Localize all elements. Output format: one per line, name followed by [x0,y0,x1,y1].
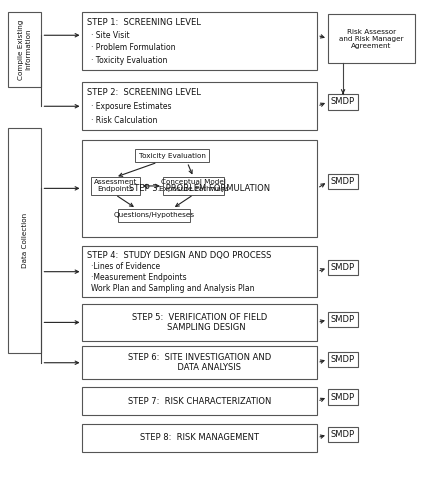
Text: SMDP: SMDP [331,263,355,272]
Text: STEP 5:  VERIFICATION OF FIELD
     SAMPLING DESIGN: STEP 5: VERIFICATION OF FIELD SAMPLING D… [132,313,267,332]
Bar [82,387,317,415]
Bar [118,209,190,222]
Text: STEP 7:  RISK CHARACTERIZATION: STEP 7: RISK CHARACTERIZATION [128,397,272,406]
Text: Data Collection: Data Collection [22,213,27,268]
Text: SMDP: SMDP [331,177,355,186]
Text: · Toxicity Evaluation: · Toxicity Evaluation [91,56,168,65]
Text: STEP 6:  SITE INVESTIGATION AND
       DATA ANALYSIS: STEP 6: SITE INVESTIGATION AND DATA ANAL… [128,353,272,372]
Bar [328,389,358,405]
Text: Work Plan and Sampling and Analysis Plan: Work Plan and Sampling and Analysis Plan [91,284,255,293]
Bar [82,12,317,70]
Bar [82,82,317,130]
Bar [82,424,317,452]
Text: · Exposure Estimates: · Exposure Estimates [91,102,171,111]
Text: · Problem Formulation: · Problem Formulation [91,43,176,53]
Text: SMDP: SMDP [331,315,355,324]
Text: · Risk Calculation: · Risk Calculation [91,116,157,125]
Text: SMDP: SMDP [331,98,355,106]
Text: Assessment
Endpoints: Assessment Endpoints [93,180,137,192]
Bar [82,346,317,379]
Text: SMDP: SMDP [331,355,355,364]
Text: SMDP: SMDP [331,430,355,439]
Bar [91,177,140,195]
Bar [328,312,358,327]
Text: · Site Visit: · Site Visit [91,30,129,40]
Text: Compile Existing
Information: Compile Existing Information [18,19,31,80]
Text: Questions/Hypotheses: Questions/Hypotheses [114,213,195,218]
Text: STEP 3:  PROBLEM FORMULATION: STEP 3: PROBLEM FORMULATION [129,184,270,193]
Text: Risk Assessor
and Risk Manager
Agreement: Risk Assessor and Risk Manager Agreement [339,28,404,49]
Text: Conceptual Model
Exposure Pathways: Conceptual Model Exposure Pathways [159,180,228,192]
Bar [328,427,358,442]
Bar [82,304,317,341]
Bar [328,174,358,189]
Text: STEP 4:  STUDY DESIGN AND DQO PROCESS: STEP 4: STUDY DESIGN AND DQO PROCESS [87,251,271,260]
Text: STEP 2:  SCREENING LEVEL: STEP 2: SCREENING LEVEL [87,88,201,98]
Text: ·Measurement Endpoints: ·Measurement Endpoints [91,273,187,282]
Bar [82,140,317,237]
Text: STEP 1:  SCREENING LEVEL: STEP 1: SCREENING LEVEL [87,18,201,27]
Bar [328,94,358,110]
Bar [328,260,358,275]
Text: ·Lines of Evidence: ·Lines of Evidence [91,262,160,271]
Bar [163,177,224,195]
Bar [328,352,358,367]
Bar [8,12,41,87]
Text: SMDP: SMDP [331,393,355,401]
Text: STEP 8:  RISK MANAGEMENT: STEP 8: RISK MANAGEMENT [140,433,259,442]
Bar [82,246,317,297]
Text: Toxicity Evaluation: Toxicity Evaluation [139,153,206,158]
Bar [8,128,41,353]
Bar [328,14,415,63]
Bar [135,149,209,162]
